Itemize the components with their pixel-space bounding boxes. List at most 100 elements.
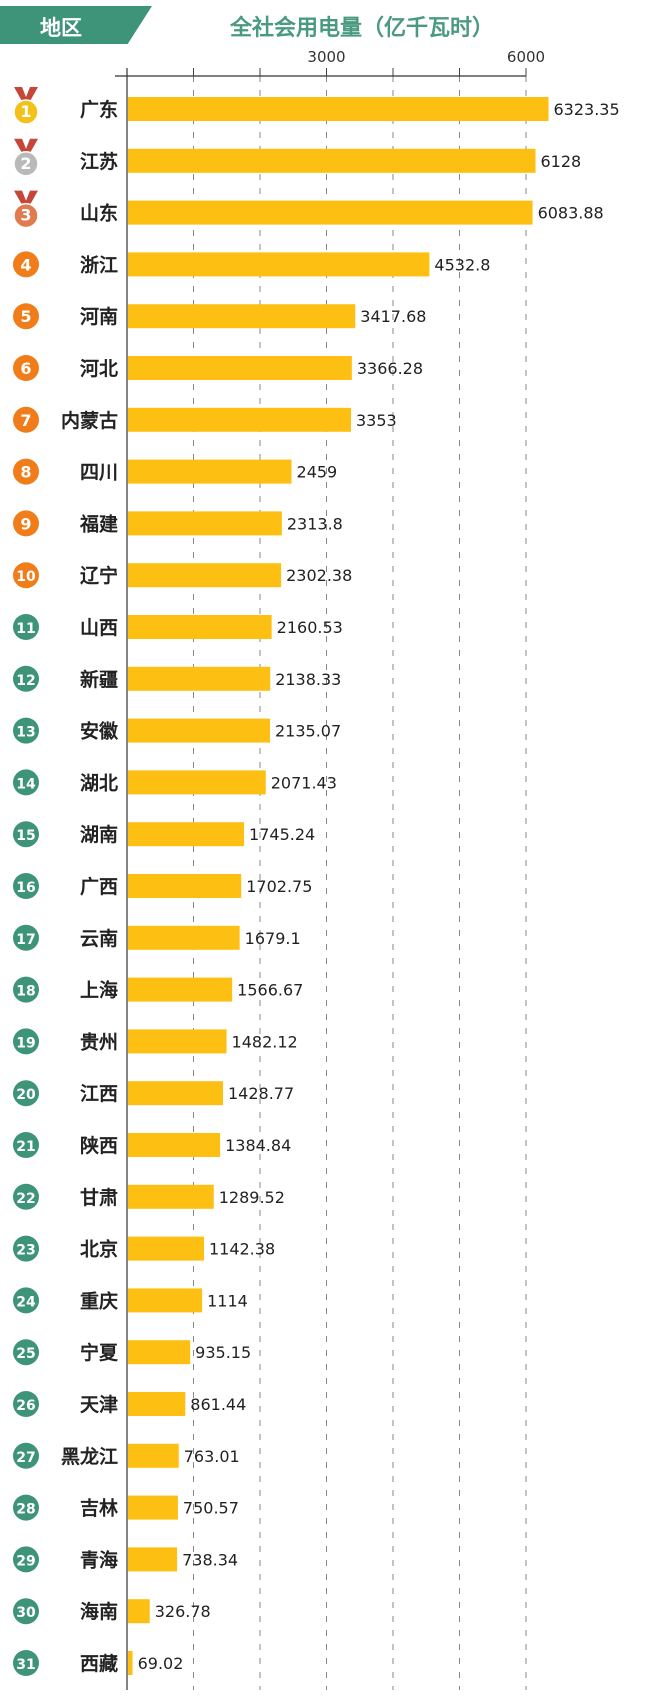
rank-badge-icon: [13, 510, 39, 537]
value-label: 750.57: [183, 1499, 239, 1518]
region-label: 江西: [80, 1083, 118, 1105]
value-label: 6128: [541, 152, 582, 171]
rank-badge-icon: [13, 665, 39, 692]
region-label: 上海: [80, 979, 118, 1002]
value-label: 1745.24: [249, 825, 315, 844]
value-label: 326.78: [155, 1602, 211, 1621]
region-header-label: 地区: [40, 16, 82, 40]
rank-badge-icon: [13, 717, 39, 744]
region-label: 安徽: [80, 720, 119, 743]
rank-number: 9: [20, 514, 31, 533]
bar: [128, 977, 233, 1002]
rank-number: 27: [16, 1450, 35, 1466]
bar: [128, 252, 430, 277]
x-tick-label: 6000: [507, 48, 545, 66]
region-label: 宁夏: [80, 1341, 119, 1364]
region-label: 浙江: [80, 253, 118, 276]
region-label: 甘肃: [80, 1186, 118, 1209]
rank-number: 25: [16, 1346, 35, 1362]
bar: [128, 356, 352, 380]
bar: [128, 874, 242, 898]
rank-badge-icon: [13, 1287, 39, 1314]
rank-badge-icon: [13, 1546, 39, 1573]
rank-number: 11: [16, 621, 35, 637]
bar: [128, 97, 549, 121]
region-label: 青海: [80, 1548, 118, 1571]
bar: [128, 615, 272, 639]
rank-badge-icon: [13, 458, 39, 485]
bar: [128, 200, 533, 225]
rank-badge-icon: [13, 406, 39, 433]
rank-number: 18: [16, 984, 35, 1000]
value-label: 1482.12: [232, 1032, 298, 1051]
bar: [128, 1599, 150, 1624]
rank-badge-icon: [13, 614, 39, 640]
medal-icon: [13, 99, 39, 125]
medal-icon: [13, 151, 39, 177]
value-label: 1679.1: [245, 929, 301, 948]
rank-number: 5: [20, 307, 31, 326]
x-tick-label: 3000: [307, 48, 345, 66]
rank-number: 29: [16, 1553, 35, 1569]
bar: [128, 304, 356, 329]
rank-number: 6: [20, 359, 31, 378]
rank-number: 14: [16, 776, 36, 792]
medal-ribbon-icon: [14, 190, 38, 207]
region-label: 云南: [80, 928, 118, 950]
rank-number: 1: [20, 102, 31, 121]
value-label: 1384.84: [225, 1136, 291, 1155]
bar: [128, 770, 266, 795]
medal-ribbon-icon: [14, 138, 38, 155]
bar: [128, 1495, 178, 1520]
rank-number: 23: [16, 1243, 35, 1259]
bar: [128, 1133, 221, 1157]
rank-number: 31: [16, 1657, 35, 1673]
value-label: 738.34: [182, 1550, 238, 1569]
rank-number: 3: [20, 206, 31, 225]
region-label: 黑龙江: [61, 1445, 118, 1468]
rank-badge-icon: [13, 1598, 39, 1625]
value-label: 2302.38: [286, 566, 352, 585]
bar: [128, 925, 240, 950]
rank-number: 30: [16, 1605, 36, 1621]
region-label: 山西: [80, 617, 118, 639]
rank-number: 4: [20, 255, 31, 274]
rank-number: 12: [16, 673, 35, 689]
rank-badge-icon: [13, 1442, 39, 1469]
value-label: 2459: [297, 463, 338, 482]
region-label: 西藏: [80, 1652, 118, 1675]
rank-badge-icon: [13, 821, 39, 848]
value-label: 2135.07: [275, 722, 341, 741]
region-label: 吉林: [80, 1497, 118, 1520]
bar: [128, 459, 292, 484]
value-label: 2071.43: [271, 773, 337, 792]
rank-badge-icon: [13, 924, 39, 951]
bar: [128, 407, 351, 432]
value-label: 4532.8: [434, 255, 490, 274]
region-label: 湖南: [80, 824, 118, 846]
rank-badge-icon: [13, 1494, 39, 1521]
value-label: 861.44: [190, 1395, 246, 1414]
rank-number: 21: [16, 1139, 35, 1155]
value-label: 2138.33: [275, 670, 341, 689]
bar: [128, 1288, 203, 1313]
region-label: 重庆: [80, 1289, 118, 1312]
value-label: 1428.77: [228, 1084, 294, 1103]
value-label: 1566.67: [237, 981, 303, 1000]
rank-badge-icon: [13, 976, 39, 1003]
rank-number: 2: [20, 154, 31, 173]
rank-number: 7: [20, 411, 31, 430]
rank-number: 19: [16, 1035, 35, 1051]
value-label: 6323.35: [554, 100, 620, 119]
bar: [128, 666, 271, 691]
region-label: 辽宁: [80, 564, 118, 587]
rank-number: 16: [16, 880, 35, 896]
bar: [128, 718, 270, 743]
value-label: 1289.52: [219, 1188, 285, 1207]
rank-number: 10: [16, 569, 36, 585]
rank-number: 22: [16, 1191, 35, 1207]
region-label: 广西: [80, 875, 118, 898]
rank-number: 13: [16, 725, 35, 741]
rank-badge-icon: [13, 873, 39, 899]
